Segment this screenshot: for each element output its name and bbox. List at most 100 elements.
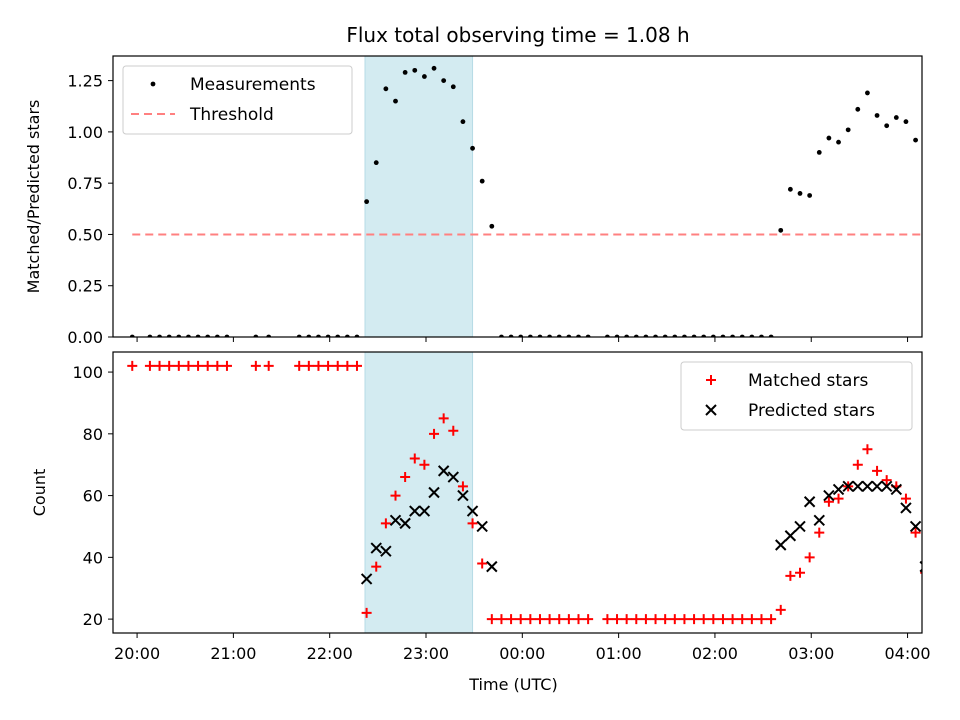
measurement-point <box>431 65 437 71</box>
y-tick-label: 80 <box>83 425 103 444</box>
matched-point <box>173 360 184 371</box>
predicted-point <box>370 542 382 554</box>
y-tick-label: 100 <box>72 363 103 382</box>
matched-point <box>342 360 353 371</box>
matched-point <box>583 614 594 625</box>
measurement-point <box>797 191 803 196</box>
measurement-point <box>787 186 793 192</box>
ratio-panel: 0.00 0.25 0.50 0.75 1.00 1.25 Matched/Predicte… <box>24 55 923 347</box>
predicted-point <box>775 539 787 551</box>
matched-point <box>164 360 175 371</box>
predicted-point <box>832 483 845 496</box>
matched-point <box>756 614 767 625</box>
observing-window-band <box>365 352 473 633</box>
matched-point <box>467 518 478 529</box>
measurement-point <box>393 98 398 104</box>
matched-point <box>390 490 401 501</box>
matched-point <box>872 465 883 476</box>
predicted-point <box>428 486 440 499</box>
x-axis-label: Time (UTC) <box>468 675 557 694</box>
matched-point <box>775 604 786 615</box>
measurement-point <box>816 150 822 155</box>
matched-point <box>679 614 690 625</box>
matched-point <box>323 360 334 371</box>
y-tick-label: 0.00 <box>67 328 103 347</box>
predicted-point <box>466 505 479 517</box>
measurement-point <box>778 227 784 233</box>
predicted-point <box>803 496 816 508</box>
matched-point <box>183 360 194 371</box>
measurement-point <box>893 115 899 120</box>
matched-point <box>881 475 892 486</box>
x-tick-label: 04:00 <box>884 644 930 663</box>
y-tick-label: 0.25 <box>67 277 103 296</box>
matched-point <box>698 614 709 625</box>
matched-point <box>429 428 440 439</box>
matched-point <box>650 614 661 625</box>
legend: Measurements Threshold <box>122 65 353 135</box>
matched-point <box>708 614 719 625</box>
matched-point <box>717 614 728 625</box>
matched-point <box>669 614 680 625</box>
matched-point <box>127 360 138 371</box>
matched-point <box>477 558 488 569</box>
matched-point <box>202 360 213 371</box>
matched-point <box>496 614 507 625</box>
matched-point <box>766 614 777 625</box>
measurement-point <box>884 123 890 129</box>
y-tick-label: 40 <box>83 548 103 567</box>
y-tick-label: 1.25 <box>67 72 103 91</box>
matched-point <box>862 444 873 455</box>
measurement-point <box>412 67 418 73</box>
predicted-point <box>890 483 903 496</box>
predicted-point <box>861 480 874 493</box>
matched-point <box>250 360 261 371</box>
predicted-point <box>784 530 797 542</box>
measurement-point <box>903 119 909 125</box>
predicted-point <box>418 505 431 517</box>
predicted-point <box>457 489 469 502</box>
count-panel: 20:00 21:00 22:00 23:00 00:00 01:00 02:00 03:00… <box>30 351 931 694</box>
matched-point <box>303 360 314 371</box>
y-tick-label: 20 <box>83 610 103 629</box>
matched-point <box>438 413 449 424</box>
x-tick-label: 03:00 <box>788 644 834 663</box>
matched-point <box>221 360 232 371</box>
matched-point <box>746 614 757 625</box>
predicted-point <box>360 573 373 585</box>
matched-point <box>612 614 623 625</box>
matched-point <box>313 360 324 371</box>
predicted-point <box>409 505 421 517</box>
matched-point <box>506 614 517 625</box>
matched-point <box>457 481 468 492</box>
predicted-point <box>909 520 922 533</box>
predicted-point <box>813 514 825 526</box>
predicted-point <box>823 489 835 502</box>
y-tick-label: 0.75 <box>67 174 103 193</box>
matched-point <box>419 459 430 470</box>
matched-point <box>795 567 806 578</box>
legend-label: Predicted stars <box>748 401 875 421</box>
matched-point <box>534 614 545 625</box>
matched-point <box>193 360 204 371</box>
measurement-point <box>364 199 370 205</box>
matched-point <box>263 360 274 371</box>
measurement-point <box>441 78 447 84</box>
measurement-point <box>460 119 466 125</box>
x-tick-label: 00:00 <box>499 644 545 663</box>
x-tick-label: 02:00 <box>692 644 738 663</box>
legend-label: Matched stars <box>748 371 868 391</box>
measurement-point <box>845 127 851 133</box>
x-tick-label: 01:00 <box>596 644 642 663</box>
figure-title: Flux total observing time = 1.08 h <box>346 23 689 47</box>
measurement-point <box>479 178 485 184</box>
y-axis-label: Matched/Predicted stars <box>24 100 43 294</box>
predicted-point <box>380 545 392 557</box>
predicted-point <box>794 520 806 533</box>
measurement-point <box>865 90 870 96</box>
series-group <box>127 360 922 625</box>
matched-point <box>814 527 825 538</box>
measurement-point <box>402 70 408 75</box>
predicted-point <box>880 480 893 493</box>
